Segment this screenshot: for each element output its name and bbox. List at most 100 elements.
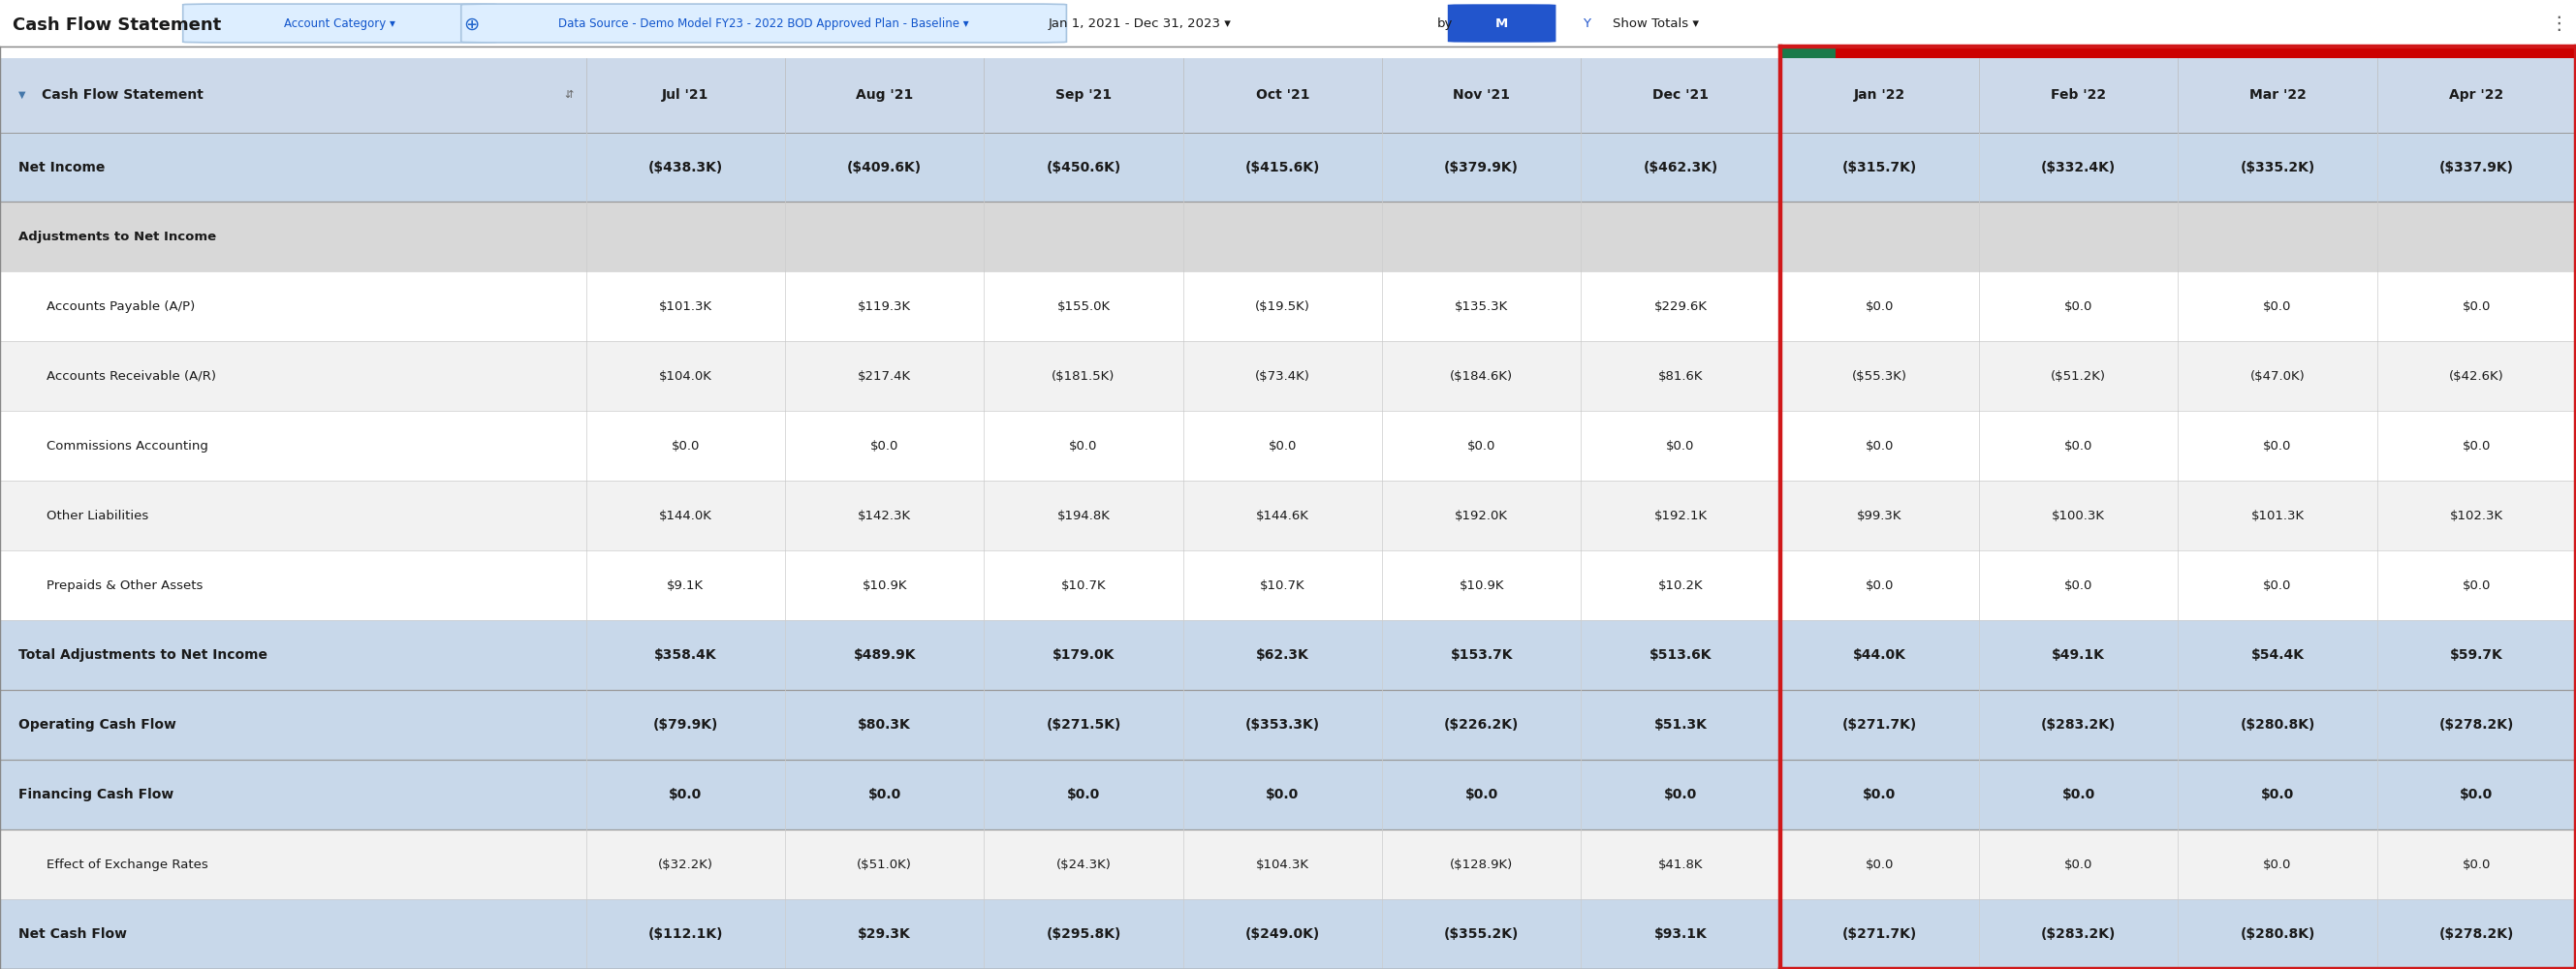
Text: Show Totals ▾: Show Totals ▾ [1613,17,1698,30]
Bar [0,481,587,550]
Text: $10.7K: $10.7K [1061,579,1105,592]
Text: Net Income: Net Income [18,161,106,174]
Text: $135.3K: $135.3K [1455,300,1510,313]
Bar [786,411,984,481]
Text: $0.0: $0.0 [1865,859,1893,871]
Bar [1582,341,1780,411]
Text: Nov '21: Nov '21 [1453,88,1510,102]
Bar [2179,341,2378,411]
Text: $9.1K: $9.1K [667,579,703,592]
Text: $0.0: $0.0 [2463,300,2491,313]
Text: $102.3K: $102.3K [2450,510,2504,522]
Bar [2378,341,2576,411]
Text: ($409.6K): ($409.6K) [848,161,922,174]
Text: Aug '21: Aug '21 [855,88,914,102]
Bar [1582,550,1780,620]
Text: $0.0: $0.0 [672,440,701,453]
Bar [1182,481,1383,550]
Text: ($32.2K): ($32.2K) [657,859,714,871]
Bar [1978,760,2179,829]
Bar [1182,133,1383,202]
Text: ($79.9K): ($79.9K) [652,718,719,732]
Bar [786,690,984,760]
Text: Prepaids & Other Assets: Prepaids & Other Assets [46,579,204,592]
Bar [2179,411,2378,481]
Text: $0.0: $0.0 [2063,440,2092,453]
Bar [1978,411,2179,481]
Bar [2378,760,2576,829]
Text: $0.0: $0.0 [1865,440,1893,453]
Text: ⋮: ⋮ [2550,15,2568,33]
Text: $10.2K: $10.2K [1659,579,1703,592]
Text: $142.3K: $142.3K [858,510,912,522]
Bar [786,271,984,341]
FancyBboxPatch shape [183,4,497,43]
Bar [587,760,786,829]
Bar [2378,58,2576,133]
Bar [984,271,1182,341]
Bar [1383,202,1582,271]
Bar [786,133,984,202]
Bar [1582,829,1780,899]
Text: ($112.1K): ($112.1K) [649,927,724,941]
Text: $0.0: $0.0 [2264,440,2293,453]
Bar [1182,550,1383,620]
Bar [1383,411,1582,481]
Text: $0.0: $0.0 [1265,788,1298,801]
Bar [984,58,1182,133]
Bar [1780,829,1978,899]
Bar [786,481,984,550]
Bar [1978,133,2179,202]
Bar [1383,58,1582,133]
Text: Effect of Exchange Rates: Effect of Exchange Rates [46,859,209,871]
Text: $513.6K: $513.6K [1649,648,1713,662]
Text: $194.8K: $194.8K [1056,510,1110,522]
Bar [1978,341,2179,411]
Text: $153.7K: $153.7K [1450,648,1512,662]
Text: ($337.9K): ($337.9K) [2439,161,2514,174]
Bar [984,133,1182,202]
Text: $93.1K: $93.1K [1654,927,1708,941]
Text: $10.9K: $10.9K [1458,579,1504,592]
Bar [1383,481,1582,550]
Text: Other Liabilities: Other Liabilities [46,510,149,522]
Bar [587,202,786,271]
Text: $144.6K: $144.6K [1257,510,1309,522]
Text: $0.0: $0.0 [2264,859,2293,871]
Bar [2378,550,2576,620]
Bar [2179,481,2378,550]
Text: $0.0: $0.0 [1664,788,1698,801]
Bar [1182,271,1383,341]
Text: $358.4K: $358.4K [654,648,716,662]
Bar [2179,690,2378,760]
Bar [1780,481,1978,550]
Bar [1383,550,1582,620]
Bar [2378,202,2576,271]
Text: $51.3K: $51.3K [1654,718,1708,732]
Text: $10.7K: $10.7K [1260,579,1306,592]
Bar [0,620,587,690]
Bar [1582,271,1780,341]
Bar [587,620,786,690]
Bar [1383,271,1582,341]
Bar [1582,481,1780,550]
Text: ($51.0K): ($51.0K) [858,859,912,871]
Text: ($271.5K): ($271.5K) [1046,718,1121,732]
Bar [2179,899,2378,969]
Bar [0,47,1780,58]
Bar [786,620,984,690]
Text: ($181.5K): ($181.5K) [1051,370,1115,383]
Text: Q: Q [1540,17,1551,30]
Text: ($438.3K): ($438.3K) [649,161,724,174]
Bar [0,690,587,760]
Bar [587,411,786,481]
Bar [1978,58,2179,133]
Text: M: M [1497,17,1507,30]
Bar [0,760,587,829]
Text: Y: Y [1582,17,1592,30]
Bar [984,411,1182,481]
Bar [1182,620,1383,690]
Text: $10.9K: $10.9K [863,579,907,592]
Text: $0.0: $0.0 [2063,579,2092,592]
Text: $0.0: $0.0 [1069,440,1097,453]
